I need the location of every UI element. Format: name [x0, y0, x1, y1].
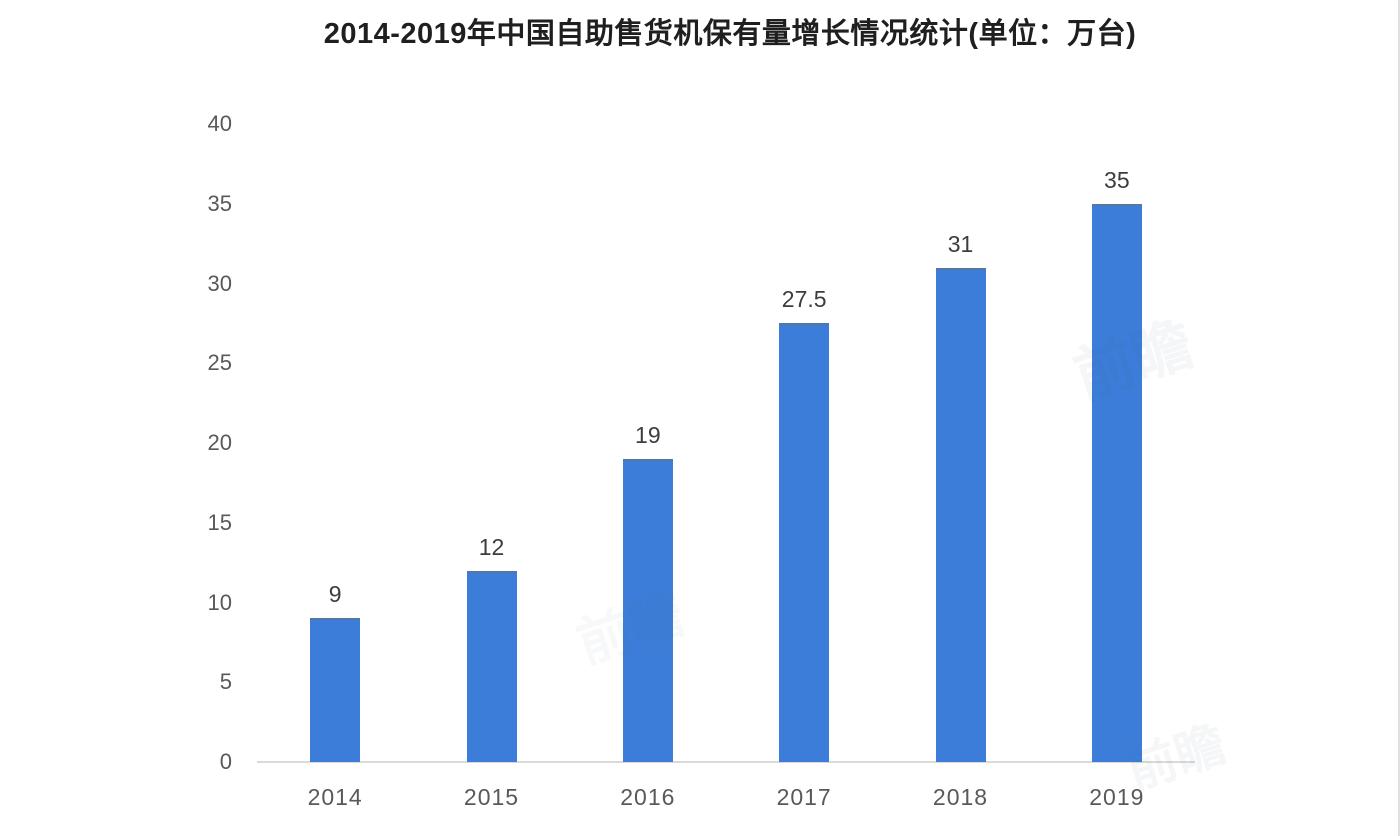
bar-2019: [1091, 203, 1142, 762]
bar-value-label: 9: [328, 581, 342, 608]
bar-2018: [935, 267, 986, 762]
bar-value-label: 31: [947, 230, 974, 257]
y-axis-tick-label: 30: [207, 270, 232, 296]
bar-value-label: 35: [1104, 166, 1130, 193]
bar-2016: [622, 458, 673, 762]
x-axis-line: [257, 761, 1195, 763]
y-axis-tick-label: 0: [219, 749, 232, 774]
y-axis-tick-label: 5: [219, 669, 232, 695]
y-axis-tick-label: 25: [207, 350, 232, 376]
x-axis-label: 2018: [932, 784, 989, 810]
x-axis-label: 2017: [776, 784, 832, 810]
x-axis-label: 2015: [463, 784, 520, 810]
x-axis-label: 2016: [620, 784, 676, 810]
bar-2015: [466, 570, 517, 762]
y-axis-tick-label: 10: [207, 589, 232, 615]
bar-2017: [779, 323, 830, 762]
x-axis-label: 2019: [1089, 784, 1145, 810]
bar-value-label: 12: [478, 533, 505, 560]
x-axis-label: 2014: [307, 784, 363, 810]
y-axis-tick-label: 20: [207, 430, 232, 455]
chart-title: 2014-2019年中国自助售货机保有量增长情况统计(单位：万台): [323, 18, 1137, 50]
bar-value-label: 19: [635, 421, 661, 448]
y-axis-tick-label: 35: [207, 190, 232, 216]
bar-value-label: 27.5: [781, 286, 827, 313]
image-right-edge-line: [1398, 0, 1400, 836]
y-axis-tick-label: 15: [207, 509, 232, 535]
bar-2014: [310, 618, 361, 762]
y-axis-tick-label: 40: [207, 111, 232, 136]
